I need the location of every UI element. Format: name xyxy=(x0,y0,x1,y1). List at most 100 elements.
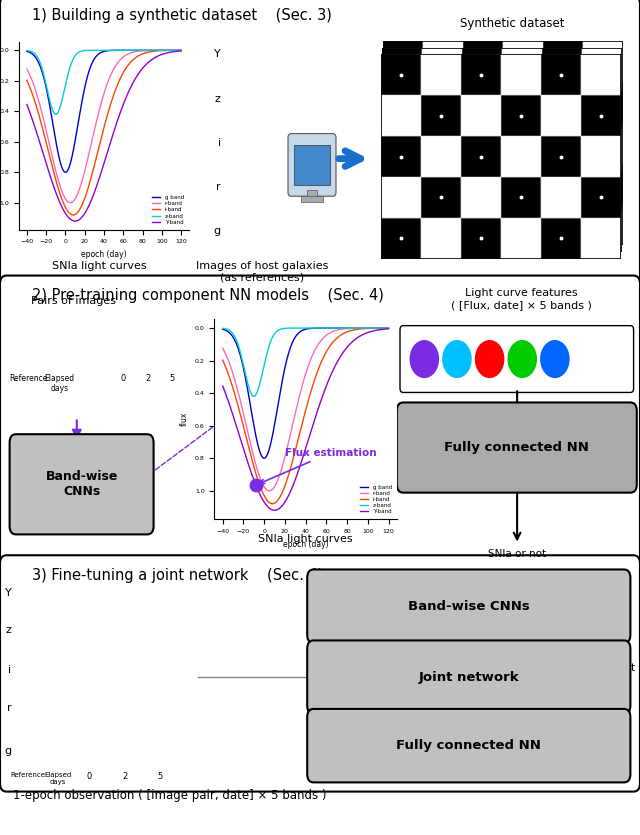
Y-band xyxy=(385,324,392,334)
i-band xyxy=(381,323,388,333)
Line: r-band: r-band xyxy=(27,50,181,203)
Text: SNIa or not: SNIa or not xyxy=(488,549,546,559)
FancyBboxPatch shape xyxy=(10,434,154,534)
z-band xyxy=(298,323,306,333)
Text: z: z xyxy=(215,94,221,104)
r-band xyxy=(174,45,182,55)
i-band xyxy=(115,76,123,86)
Text: Fully connected NN: Fully connected NN xyxy=(444,441,589,454)
z-band xyxy=(381,323,388,333)
Bar xyxy=(463,205,504,245)
Bar xyxy=(383,82,424,123)
Text: Elapsed
days: Elapsed days xyxy=(44,772,71,785)
Bar xyxy=(543,41,584,82)
Bar xyxy=(502,211,542,252)
Text: z: z xyxy=(6,625,12,635)
Text: Elapsed
days: Elapsed days xyxy=(44,374,75,393)
Bar xyxy=(461,218,500,259)
Bar xyxy=(542,170,582,211)
Text: Reference: Reference xyxy=(10,374,48,383)
Y-band xyxy=(107,137,115,147)
z-band xyxy=(299,323,307,333)
Text: 2: 2 xyxy=(146,374,151,383)
Circle shape xyxy=(541,341,569,377)
Bar xyxy=(422,89,462,129)
Line: i-band: i-band xyxy=(223,328,388,504)
Y-band xyxy=(271,505,278,515)
Text: Joint network: Joint network xyxy=(419,671,519,684)
Bar xyxy=(500,177,541,218)
Text: g: g xyxy=(4,746,12,757)
Y-band xyxy=(309,421,317,431)
i-band xyxy=(309,381,317,391)
i-band xyxy=(269,498,276,509)
z-band xyxy=(385,323,392,333)
Line: z-band: z-band xyxy=(27,50,181,114)
Line: Y-band: Y-band xyxy=(223,329,388,510)
Bar xyxy=(424,82,463,123)
Y-band xyxy=(318,393,326,403)
r-band xyxy=(309,350,317,360)
Bar xyxy=(541,136,581,177)
i-band xyxy=(385,323,392,333)
Bar xyxy=(504,41,543,82)
Bar xyxy=(461,95,500,136)
Y-band xyxy=(298,456,306,466)
Text: 1-epoch observation ( [image pair, date] × 5 bands ): 1-epoch observation ( [image pair, date]… xyxy=(13,789,326,802)
Bar xyxy=(542,211,582,252)
Y-band xyxy=(174,46,182,56)
r-band xyxy=(355,323,363,333)
r-band xyxy=(150,45,157,55)
Bar xyxy=(382,48,422,89)
Line: Y-band: Y-band xyxy=(27,51,181,221)
z-band xyxy=(174,45,182,55)
Bar xyxy=(500,218,541,259)
Bar xyxy=(422,170,462,211)
Bar xyxy=(461,54,500,95)
g band xyxy=(107,45,115,55)
Text: SNIa light curves: SNIa light curves xyxy=(258,534,353,544)
Circle shape xyxy=(443,341,471,377)
Text: 0: 0 xyxy=(121,374,126,383)
Bar xyxy=(502,89,542,129)
Text: 2: 2 xyxy=(122,772,127,781)
Text: i: i xyxy=(8,665,12,675)
Bar xyxy=(422,129,462,170)
FancyBboxPatch shape xyxy=(0,555,640,792)
FancyBboxPatch shape xyxy=(307,709,630,782)
Text: Band-wise
CNNs: Band-wise CNNs xyxy=(45,470,118,498)
Bar xyxy=(582,48,622,89)
z-band xyxy=(318,323,326,333)
Bar xyxy=(581,177,621,218)
Bar xyxy=(542,48,582,89)
z-band xyxy=(97,45,105,55)
Bar xyxy=(502,170,542,211)
r-band xyxy=(299,378,307,388)
g band xyxy=(299,325,307,335)
Bar xyxy=(463,123,504,164)
Bar xyxy=(422,48,462,89)
Bar xyxy=(382,211,422,252)
Bar xyxy=(541,218,581,259)
Bar xyxy=(502,48,542,89)
Bar xyxy=(500,54,541,95)
Bar xyxy=(582,129,622,170)
Bar xyxy=(504,123,543,164)
Bar xyxy=(461,136,500,177)
FancyBboxPatch shape xyxy=(307,569,630,643)
Bar xyxy=(582,211,622,252)
Bar xyxy=(581,54,621,95)
Bar xyxy=(381,54,421,95)
Bar xyxy=(421,95,461,136)
Bar xyxy=(381,177,421,218)
Y-band xyxy=(23,99,31,109)
Y-band xyxy=(355,331,363,342)
Y-band xyxy=(97,170,104,180)
X-axis label: epoch (day): epoch (day) xyxy=(81,250,127,259)
g band xyxy=(219,324,227,334)
Bar xyxy=(581,136,621,177)
FancyBboxPatch shape xyxy=(397,402,637,493)
Bar xyxy=(424,123,463,164)
Bar xyxy=(462,211,502,252)
Bar xyxy=(383,123,424,164)
